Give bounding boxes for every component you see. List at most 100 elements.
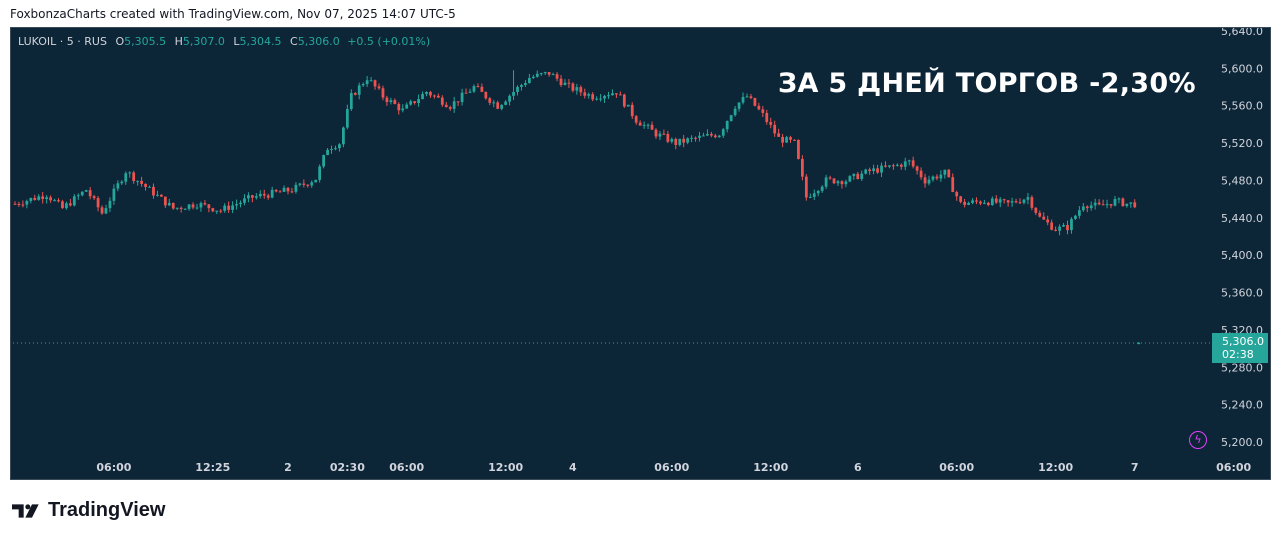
candle-body — [907, 160, 911, 162]
candle-body — [345, 109, 349, 128]
candle-body — [888, 165, 891, 167]
candle-body — [567, 82, 571, 84]
candle-body — [37, 196, 41, 200]
candle-body — [967, 202, 970, 205]
candle-body — [781, 136, 784, 143]
candle-body — [531, 76, 535, 79]
candle-body — [306, 184, 310, 186]
candle-body — [429, 91, 432, 96]
candle-body — [262, 193, 266, 196]
candle-body — [757, 105, 761, 110]
candle-body — [397, 103, 401, 111]
candle-body — [844, 181, 848, 185]
candle-body — [812, 193, 816, 197]
candle-body — [53, 200, 56, 202]
chart-attribution: FoxbonzaCharts created with TradingView.… — [10, 7, 456, 21]
candle-body — [207, 204, 211, 209]
candle-body — [440, 97, 444, 105]
candle-body — [1058, 226, 1061, 231]
candle-body — [686, 138, 690, 143]
candle-body — [607, 95, 610, 97]
ohlc-legend: LUKOIL · 5 · RUS O5,305.5 H5,307.0 L5,30… — [18, 35, 430, 48]
candle-body — [630, 104, 634, 117]
candle-body — [254, 196, 258, 198]
candle-body — [793, 139, 796, 141]
high-value: 5,307.0 — [182, 35, 225, 48]
candle-body — [804, 176, 808, 198]
candle-body — [112, 188, 116, 201]
candle-body — [191, 204, 195, 208]
candle-body — [733, 108, 737, 116]
candle-body — [520, 84, 523, 87]
candle-body — [116, 183, 120, 189]
candle-body — [480, 86, 484, 92]
y-tick-label: 5,600.0 — [1221, 62, 1263, 75]
candle-body — [650, 124, 654, 130]
candle-body — [911, 160, 915, 167]
candle-body — [923, 177, 927, 184]
candle-body — [615, 93, 618, 95]
candle-body — [452, 101, 456, 109]
candle-body — [1093, 202, 1097, 206]
candle-body — [543, 72, 547, 74]
candle-body — [211, 208, 215, 212]
candle-body — [282, 187, 286, 192]
candle-body — [120, 181, 124, 184]
candle-body — [448, 107, 452, 109]
candle-body — [516, 86, 519, 93]
candle-body — [789, 137, 792, 140]
candle-body — [820, 186, 824, 191]
candle-body — [1046, 219, 1050, 223]
candle-body — [163, 196, 167, 206]
candle-body — [892, 165, 895, 167]
candle-body — [994, 198, 998, 203]
symbol-label[interactable]: LUKOIL · 5 · RUS — [18, 35, 107, 48]
last-price-value: 5,306.0 — [1222, 335, 1264, 348]
tradingview-brand[interactable]: TradingView — [12, 499, 165, 522]
candle-body — [159, 194, 163, 197]
candle-body — [931, 176, 935, 180]
chart-panel[interactable]: 5,640.0 5,600.0 5,560.0 5,520.0 5,480.0 5,440… — [10, 27, 1271, 480]
candle-body — [203, 203, 207, 205]
candle-body — [17, 203, 21, 205]
candle-body — [274, 189, 278, 192]
candle-body — [626, 104, 630, 107]
candle-body — [152, 186, 155, 196]
open-key: O — [115, 35, 125, 48]
candle-body — [251, 195, 254, 198]
candle-body — [717, 135, 721, 138]
candle-body — [104, 208, 108, 214]
x-tick-label: 4 — [569, 461, 577, 474]
candle-body — [1121, 198, 1125, 207]
candle-body — [318, 166, 322, 180]
candle-body — [278, 191, 282, 193]
candle-body — [298, 183, 302, 185]
price-chart[interactable]: 5,640.0 5,600.0 5,560.0 5,520.0 5,480.0 5,440… — [11, 28, 1271, 480]
last-price-tag: 5,306.0 02:38 — [1212, 333, 1268, 363]
candle-body — [353, 93, 357, 95]
candle-body — [25, 200, 29, 205]
candle-body — [215, 210, 219, 212]
candle-body — [512, 92, 515, 96]
candle-body — [247, 195, 250, 199]
candle-body — [294, 184, 298, 192]
candle-body — [100, 207, 104, 214]
candle-body — [1030, 197, 1034, 208]
candle-body — [472, 86, 476, 92]
y-tick-label: 5,240.0 — [1221, 399, 1263, 412]
candle-body — [1085, 206, 1089, 209]
lightning-bolt-icon[interactable]: ϟ — [1189, 431, 1207, 449]
candle-body — [990, 198, 994, 206]
candle-body — [235, 204, 238, 206]
candle-body — [678, 138, 682, 145]
candle-body — [1050, 222, 1054, 230]
y-tick-label: 5,280.0 — [1221, 361, 1263, 374]
candle-body — [488, 98, 492, 103]
candle-body — [148, 186, 151, 188]
candle-body — [903, 161, 907, 167]
candle-body — [646, 124, 650, 126]
candle-body — [76, 195, 80, 197]
candle-body — [286, 187, 290, 192]
candle-body — [144, 183, 147, 187]
candle-body — [270, 189, 274, 198]
